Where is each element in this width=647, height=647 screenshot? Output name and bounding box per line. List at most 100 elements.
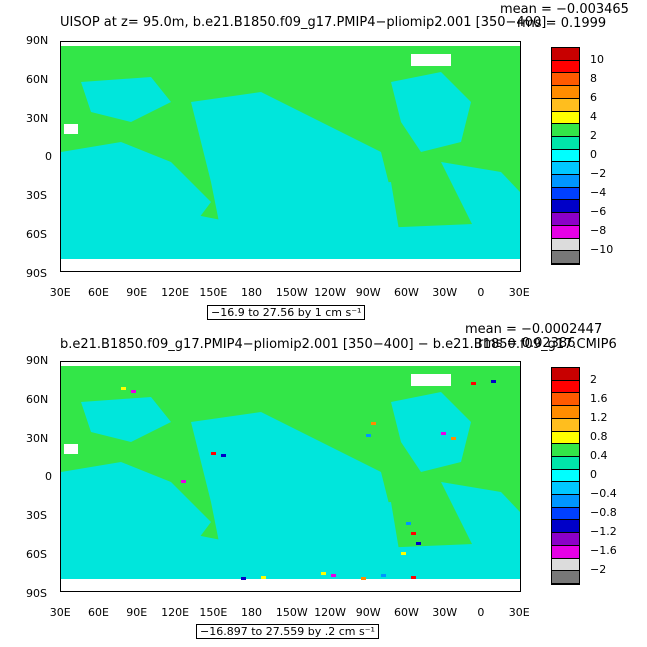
- lon-tick-label: 0: [477, 286, 485, 299]
- anomaly-mark: [441, 432, 446, 435]
- legend-label: 0: [590, 468, 597, 481]
- legend-swatch: [552, 571, 579, 584]
- panel-title: b.e21.B1850.f09_g17.PMIP4−pliomip2.001 […: [60, 337, 617, 352]
- legend-label: 10: [590, 52, 604, 66]
- lon-tick-label: 30E: [49, 286, 71, 299]
- ocean-region: [81, 397, 171, 442]
- legend-label: −0.4: [590, 487, 617, 501]
- lat-tick-label: 0: [45, 470, 52, 483]
- legend-swatch: [552, 187, 579, 201]
- legend-swatch: [552, 482, 579, 496]
- legend-swatch: [552, 136, 579, 150]
- lon-tick-label: 150E: [199, 606, 228, 619]
- legend-label: −1.2: [590, 525, 617, 539]
- lat-tick-label: 90N: [26, 354, 49, 367]
- contour-map: [60, 361, 521, 592]
- legend-swatch: [552, 393, 579, 407]
- legend-swatch: [552, 251, 579, 264]
- anomaly-mark: [241, 577, 246, 580]
- ocean-region: [441, 482, 520, 562]
- greenland-missing: [411, 374, 451, 386]
- ocean-region: [441, 162, 520, 242]
- legend-label: 0.8: [590, 429, 608, 443]
- legend-swatch: [552, 533, 579, 546]
- lon-tick-label: 30W: [432, 286, 458, 299]
- ocean-region: [391, 72, 471, 152]
- anomaly-mark: [451, 437, 456, 440]
- lat-tick-label: 90S: [26, 267, 47, 280]
- anomaly-mark: [381, 574, 386, 577]
- lon-tick-label: 120W: [314, 606, 347, 619]
- mean-value: mean = −0.003465: [500, 2, 629, 17]
- missing-bottom: [61, 579, 520, 591]
- lon-tick-label: 120W: [314, 286, 347, 299]
- anomaly-mark: [131, 390, 136, 393]
- legend-swatch: [552, 124, 579, 137]
- legend-swatch: [552, 98, 579, 112]
- legend-swatch: [552, 175, 579, 188]
- legend-swatch: [552, 558, 579, 572]
- anomaly-mark: [211, 452, 216, 455]
- lon-tick-label: 90W: [355, 286, 381, 299]
- anomaly-mark: [471, 382, 476, 385]
- lat-tick-label: 30N: [26, 432, 49, 445]
- anomaly-mark: [411, 532, 416, 535]
- lat-tick-label: 60N: [26, 393, 49, 406]
- lon-tick-label: 90E: [126, 606, 148, 619]
- lon-tick-label: 30W: [432, 606, 458, 619]
- legend-label: −6: [590, 205, 607, 219]
- anomaly-mark: [361, 577, 366, 580]
- legend-swatch: [552, 469, 579, 483]
- lon-tick-label: 90E: [126, 286, 148, 299]
- anomaly-mark: [321, 572, 326, 575]
- lat-tick-label: 0: [45, 150, 52, 163]
- legend-swatch: [552, 495, 579, 508]
- top-panel: UISOP at z= 95.0m, b.e21.B1850.f09_g17.P…: [0, 0, 647, 320]
- rms-value: rms = 0.02386: [478, 336, 576, 351]
- legend-swatch: [552, 456, 579, 470]
- contour-range-label: −16.897 to 27.559 by .2 cm s⁻¹: [196, 624, 379, 639]
- panel-title: UISOP at z= 95.0m, b.e21.B1850.f09_g17.P…: [60, 15, 547, 30]
- rms-value: rms = 0.1999: [517, 16, 607, 31]
- lat-tick-label: 30S: [26, 509, 47, 522]
- lat-tick-label: 60S: [26, 548, 47, 561]
- legend-label: −4: [590, 186, 607, 200]
- ocean-region: [61, 212, 520, 259]
- legend-label: −1.6: [590, 544, 617, 558]
- legend-swatch: [552, 545, 579, 559]
- legend-swatch: [552, 368, 579, 381]
- legend-swatch: [552, 86, 579, 99]
- anomaly-mark: [406, 522, 411, 525]
- legend-swatch: [552, 380, 579, 394]
- color-legend: [551, 47, 580, 265]
- legend-swatch: [552, 444, 579, 457]
- anomaly-mark: [416, 542, 421, 545]
- missing-patch: [64, 444, 78, 454]
- lon-tick-label: 120E: [161, 286, 190, 299]
- legend-swatch: [552, 225, 579, 239]
- lon-tick-label: 60W: [394, 606, 419, 619]
- legend-swatch: [552, 406, 579, 419]
- legend-swatch: [552, 213, 579, 226]
- legend-label: −2: [590, 563, 607, 577]
- legend-label: −2: [590, 167, 607, 181]
- anomaly-mark: [181, 480, 186, 483]
- ocean-region: [61, 532, 520, 579]
- lon-tick-label: 60W: [394, 286, 419, 299]
- legend-swatch: [552, 162, 579, 176]
- legend-label: −8: [590, 224, 607, 238]
- legend-swatch: [552, 73, 579, 87]
- lon-tick-label: 180: [241, 606, 263, 619]
- legend-swatch: [552, 48, 579, 61]
- map-plot: [61, 42, 520, 271]
- anomaly-mark: [371, 422, 376, 425]
- anomaly-mark: [366, 434, 371, 437]
- legend-swatch: [552, 111, 579, 125]
- lat-tick-label: 60S: [26, 228, 47, 241]
- map-plot: [61, 362, 520, 591]
- lon-tick-label: 150W: [275, 606, 308, 619]
- lon-tick-label: 60E: [88, 606, 109, 619]
- legend-swatch: [552, 507, 579, 521]
- legend-label: −0.8: [590, 506, 617, 520]
- contour-map: [60, 41, 521, 272]
